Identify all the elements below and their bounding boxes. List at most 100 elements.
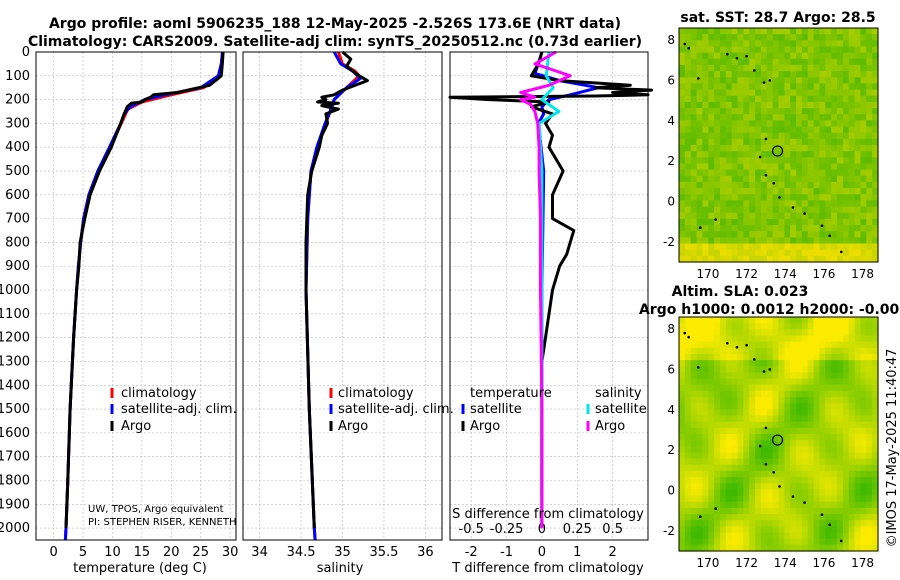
map-cell — [702, 95, 709, 103]
x-tick-label: 35.5 — [369, 545, 398, 560]
map-cell — [737, 378, 744, 386]
map-cell — [831, 34, 838, 41]
map-cell — [860, 427, 867, 435]
map-cell — [755, 231, 762, 238]
map-cell — [778, 64, 785, 72]
map-cell — [778, 526, 785, 534]
map-cell — [720, 95, 727, 103]
map-cell — [866, 157, 873, 165]
map-cell — [731, 132, 739, 140]
map-cell — [772, 225, 780, 232]
map-cell — [714, 243, 721, 251]
map-cell — [743, 89, 750, 97]
map-cell — [690, 507, 698, 515]
map-cell — [854, 157, 862, 165]
map-cell — [842, 464, 850, 472]
x-tick-label: 10 — [104, 545, 121, 560]
map-cell — [813, 415, 821, 423]
map-cell — [731, 501, 739, 509]
map-cell — [801, 255, 809, 263]
map-cell — [860, 470, 867, 478]
map-cell — [778, 427, 785, 435]
map-cell — [725, 415, 733, 423]
map-cell — [848, 477, 856, 484]
map-cell — [866, 34, 873, 41]
map-cell — [725, 145, 733, 152]
map-cell — [796, 212, 803, 220]
map-cell — [837, 495, 844, 503]
map-cell — [778, 108, 785, 115]
map-cell — [848, 138, 856, 146]
map-cell — [831, 169, 838, 177]
map-cell — [720, 114, 727, 121]
map-cell — [720, 526, 727, 534]
map-cell — [790, 243, 797, 251]
map-cell — [714, 120, 721, 128]
map-cell — [714, 323, 721, 330]
map-cell — [825, 255, 832, 263]
map-cell — [690, 440, 698, 447]
map-cell — [872, 415, 879, 423]
map-cell — [708, 464, 715, 472]
map-cell — [790, 52, 797, 60]
map-cell — [866, 194, 873, 202]
map-cell — [755, 46, 762, 54]
map-cell — [801, 101, 809, 109]
map-cell — [749, 114, 756, 121]
map-cell — [778, 421, 785, 429]
map-cell — [708, 507, 715, 515]
map-cell — [708, 501, 715, 509]
map-cell — [679, 477, 686, 484]
map-cell — [720, 132, 727, 140]
map-cell — [772, 514, 780, 521]
map-frame — [678, 316, 879, 552]
map-cell — [837, 212, 844, 220]
map-cell — [801, 89, 809, 97]
map-cell — [854, 495, 862, 503]
map-cell — [679, 452, 686, 460]
map-cell — [766, 347, 774, 355]
map-cell — [854, 323, 862, 330]
map-cell — [760, 427, 768, 435]
map-cell — [731, 514, 739, 521]
map-cell — [796, 126, 803, 134]
map-cell — [749, 317, 756, 324]
map-cell — [772, 440, 780, 447]
map-cell — [854, 440, 862, 447]
map-cell — [825, 360, 832, 367]
map-cell — [749, 200, 756, 208]
map-cell — [760, 181, 768, 189]
map-cell — [813, 169, 821, 177]
map-cell — [737, 360, 744, 367]
map-cell — [784, 181, 791, 189]
map-cell — [702, 40, 709, 48]
map-cell — [790, 255, 797, 263]
map-cell — [737, 77, 744, 85]
map-cell — [837, 477, 844, 484]
map-cell — [831, 243, 838, 251]
map-cell — [714, 225, 721, 232]
map-cell — [807, 114, 815, 121]
difference-xlabel: T difference from climatology — [451, 561, 644, 576]
title-line-1: Argo profile: aoml 5906235_188 12-May-20… — [49, 16, 621, 32]
map-cell — [755, 206, 762, 214]
map-cell — [842, 83, 850, 91]
map-cell — [714, 526, 721, 534]
map-cell — [772, 415, 780, 423]
map-cell — [714, 181, 721, 189]
map-cell — [679, 434, 686, 441]
map-cell — [866, 108, 873, 115]
map-cell — [679, 366, 686, 374]
map-cell — [679, 194, 686, 202]
map-cell — [819, 71, 826, 78]
map-cell — [766, 501, 774, 509]
map-cell — [778, 175, 785, 183]
map-cell — [790, 83, 797, 91]
map-cell — [784, 323, 791, 330]
map-cell — [696, 409, 704, 417]
map-cell — [778, 169, 785, 177]
map-cell — [837, 360, 844, 367]
map-cell — [813, 452, 821, 460]
map-cell — [801, 403, 809, 410]
map-cell — [825, 538, 832, 546]
